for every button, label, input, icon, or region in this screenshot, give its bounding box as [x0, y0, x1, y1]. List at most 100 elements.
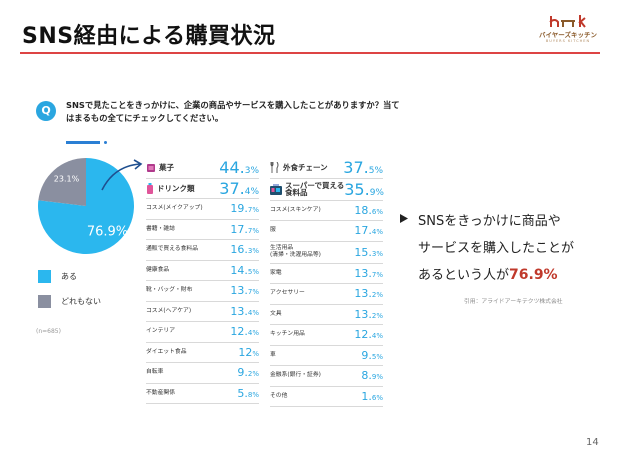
result-label: コスメ(メイクアップ) [146, 205, 203, 212]
result-row: キッチン用品 12.4% [270, 325, 383, 346]
result-label: ダイエット食品 [146, 348, 187, 355]
result-label: 靴・バッグ・財布 [146, 287, 193, 294]
result-label: 外食チェーン [283, 163, 328, 173]
result-label-wrap: 健康食品 [146, 267, 169, 274]
question-underline-dot [104, 141, 107, 144]
result-label: 家電 [270, 269, 282, 276]
result-label-wrap: ドリンク類 [146, 179, 195, 198]
result-label: キッチン用品 [270, 331, 305, 338]
result-label: ドリンク類 [157, 183, 195, 193]
result-row: ドリンク類 37.4% [146, 179, 259, 199]
result-row: 車 9.5% [270, 346, 383, 366]
result-row: 外食チェーン 37.5% [270, 158, 383, 179]
result-value-decimal: 4% [371, 228, 383, 237]
sample-size-note: (n=685) [36, 328, 61, 335]
legend-swatch-none [38, 295, 51, 308]
result-value: 13.4% [230, 304, 259, 318]
page-number: 14 [586, 437, 599, 448]
result-label: 健康食品 [146, 266, 170, 273]
result-row: 家電 13.7% [270, 264, 383, 284]
result-value-decimal: 3% [371, 249, 383, 258]
result-value: 44.3% [219, 158, 259, 178]
result-label: 菓子 [159, 163, 174, 173]
result-row: コスメ(ヘアケア) 13.4% [146, 302, 259, 322]
candy-icon [146, 158, 156, 177]
result-value: 13.7% [354, 266, 383, 280]
slide-title: SNS経由による購買状況 [22, 24, 276, 49]
results-column-right: 外食チェーン 37.5% スーパーで買える 食料品 35.9% コスメ(スキンケア) 18.… [270, 158, 384, 407]
summary-line-3: あるという人が76.9% [418, 262, 610, 289]
result-value: 5.8% [237, 386, 259, 400]
result-label-wrap: インテリア [146, 328, 175, 335]
result-value-decimal: 7% [371, 270, 383, 279]
result-label-wrap: 金融系(銀行・証券) [270, 372, 321, 379]
result-row: 金融系(銀行・証券) 8.9% [270, 366, 383, 387]
legend-label-yes: ある [61, 272, 77, 281]
arrow-icon [101, 159, 143, 191]
legend-item-yes: ある [38, 270, 101, 283]
result-row: 通販で買える食料品 16.3% [146, 240, 259, 261]
result-value-decimal: 9% [369, 187, 384, 198]
result-label-wrap: 車 [270, 352, 276, 359]
triangle-bullet-icon [400, 214, 408, 223]
summary-line-3-prefix: あるという人が [418, 268, 510, 283]
result-label: 文具 [270, 310, 282, 317]
pie-legend: ある どれもない [38, 270, 101, 320]
legend-swatch-yes [38, 270, 51, 283]
result-label: インテリア [146, 328, 175, 335]
result-row: 靴・バッグ・財布 13.7% [146, 281, 259, 302]
result-row: 書籍・雑誌 17.7% [146, 220, 259, 240]
result-label: 服 [270, 227, 276, 234]
summary-line-1: SNSをきっかけに商品や [418, 214, 561, 229]
result-row: 菓子 44.3% [146, 158, 259, 179]
result-label-wrap: 自転車 [146, 369, 163, 376]
result-value: 9.2% [237, 366, 259, 380]
result-label-wrap: スーパーで買える 食料品 [270, 180, 344, 199]
result-value: 13.2% [354, 307, 383, 321]
result-value-decimal: 7% [247, 288, 259, 297]
result-row: 生活用品 (清掃・洗濯用品等) 15.3% [270, 242, 383, 264]
logo: バイヤーズキッチン BUYERS KITCHEN [528, 14, 608, 48]
result-label-wrap: 書籍・雑誌 [146, 226, 175, 233]
legend-label-none: どれもない [61, 297, 101, 306]
result-label-wrap: キッチン用品 [270, 331, 305, 338]
result-row: コスメ(メイクアップ) 19.7% [146, 199, 259, 220]
result-value-decimal: 2% [371, 291, 383, 300]
result-value: 9.5% [361, 348, 383, 362]
pie-label-yes: 76.9% [87, 225, 128, 240]
result-value: 12.4% [230, 325, 259, 339]
result-label: 生活用品 (清掃・洗濯用品等) [270, 245, 321, 258]
result-value-decimal: 5% [368, 166, 383, 177]
result-label-wrap: ダイエット食品 [146, 349, 187, 356]
result-label-wrap: コスメ(メイクアップ) [146, 205, 203, 212]
logo-name: バイヤーズキッチン [539, 31, 597, 39]
result-value-decimal: 5% [247, 267, 259, 276]
result-value-decimal: 8% [247, 390, 259, 399]
result-label-wrap: 文具 [270, 311, 282, 318]
result-label-wrap: コスメ(ヘアケア) [146, 308, 191, 315]
result-label-wrap: 服 [270, 227, 276, 234]
result-value-decimal: 7% [247, 206, 259, 215]
result-label-wrap: 菓子 [146, 158, 174, 177]
result-label: スーパーで買える 食料品 [285, 181, 345, 197]
grocery-icon [270, 180, 282, 199]
result-value: 35.9% [344, 179, 384, 199]
result-value-decimal: 9% [371, 373, 383, 382]
result-label-wrap: コスメ(スキンケア) [270, 207, 321, 214]
result-label: 自転車 [146, 369, 164, 376]
result-value-decimal: 4% [371, 332, 383, 341]
pie-chart: 76.9% 23.1% [38, 158, 134, 254]
result-row: 不動産関係 5.8% [146, 384, 259, 404]
result-row: アクセサリー 13.2% [270, 284, 383, 305]
citation: 引用：アライドアーキテクツ株式会社 [464, 299, 563, 305]
drink-icon [146, 179, 154, 198]
result-label-wrap: 通販で買える食料品 [146, 246, 198, 253]
result-row: 服 17.4% [270, 221, 383, 242]
result-label: 不動産関係 [146, 389, 175, 396]
result-value-decimal: 4% [244, 186, 259, 197]
result-label-wrap: 生活用品 (清掃・洗濯用品等) [270, 245, 321, 259]
pie-label-none: 23.1% [54, 174, 80, 183]
question-badge: Q [36, 101, 56, 121]
result-value-decimal: 5% [371, 352, 383, 361]
result-value: 13.2% [354, 287, 383, 301]
